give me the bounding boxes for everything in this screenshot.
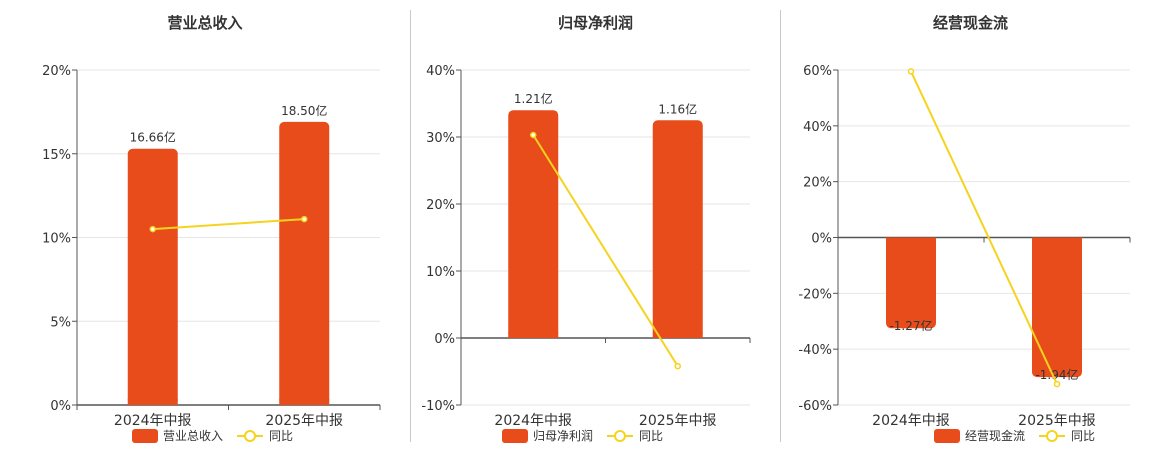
- x-tick-label: 2025年中报: [265, 413, 343, 429]
- bar-data-label: 18.50亿: [281, 103, 327, 118]
- bar-data-label: 1.16亿: [658, 101, 697, 116]
- chart-title: 营业总收入: [167, 14, 243, 32]
- legend-line-label: 同比: [639, 429, 663, 443]
- chart-svg: 40% 30% 20% 10% 0% -10% 1.21亿 1.16亿 2024年中报 2025年…: [421, 64, 751, 443]
- yoy-point: [149, 225, 156, 233]
- panel-divider: [410, 10, 411, 442]
- legend-bar-swatch: [502, 429, 528, 443]
- y-tick-label: 10%: [426, 265, 455, 280]
- bar: [652, 120, 703, 338]
- bar-base: [886, 237, 936, 244]
- legend-line-marker: [614, 430, 626, 442]
- yoy-point: [674, 362, 681, 370]
- bar-data-label: 16.66亿: [130, 130, 176, 145]
- bar: [1032, 237, 1082, 378]
- panel-divider: [780, 10, 781, 442]
- chart-title: 经营现金流: [932, 14, 1008, 32]
- y-tick-label: 15%: [42, 148, 71, 163]
- y-tick-label: 10%: [42, 232, 71, 247]
- y-tick-label: -20%: [798, 287, 832, 302]
- y-tick-label: 30%: [426, 131, 455, 146]
- yoy-point: [530, 131, 537, 139]
- legend-line-marker: [244, 430, 256, 442]
- legend-bar-label: 归母净利润: [533, 429, 593, 443]
- bar-data-label: -1.94亿: [1035, 367, 1078, 382]
- bar: [886, 237, 936, 329]
- legend-line-marker: [1046, 430, 1058, 442]
- x-tick-label: 2024年中报: [494, 413, 572, 429]
- yoy-point: [301, 215, 308, 223]
- bar-base: [279, 399, 330, 405]
- yoy-line: [152, 218, 305, 231]
- y-tick-label: 60%: [803, 64, 832, 79]
- x-tick-label: 2025年中报: [1018, 413, 1096, 429]
- legend-line-label: 同比: [1071, 429, 1095, 443]
- yoy-point: [1053, 380, 1061, 388]
- y-tick-label: 20%: [42, 64, 71, 79]
- y-tick-label: -60%: [798, 399, 832, 414]
- bar-data-label: 1.21亿: [514, 91, 553, 106]
- y-tick-label: -40%: [798, 343, 832, 358]
- legend-line-label: 同比: [269, 429, 293, 443]
- legend-bar-label: 经营现金流: [965, 428, 1025, 443]
- bar-base: [1032, 237, 1082, 244]
- y-tick-label: 0%: [434, 332, 455, 347]
- x-tick-label: 2024年中报: [872, 413, 950, 429]
- chart-panel-revenue: 营业总收入 20% 15% 10% 5% 0% 16.66亿 18.50亿 2024年中报 20…: [0, 0, 410, 450]
- chart-title: 归母净利润: [557, 14, 633, 32]
- y-tick-label: 0%: [50, 399, 71, 414]
- yoy-line: [910, 70, 1058, 385]
- yoy-point: [907, 68, 915, 75]
- bar-data-label: -1.27亿: [889, 318, 932, 333]
- y-tick-label: 20%: [426, 198, 455, 213]
- y-tick-label: 5%: [50, 315, 71, 330]
- chart-svg: 20% 15% 10% 5% 0% 16.66亿 18.50亿 2024年中报 2025年中报营…: [42, 64, 381, 443]
- y-tick-label: 20%: [803, 176, 832, 191]
- y-tick-label: 40%: [426, 64, 455, 79]
- bar-base: [508, 332, 559, 338]
- legend-bar-swatch: [132, 429, 158, 443]
- yoy-line: [532, 134, 679, 367]
- chart-panel-cash-flow: 经营现金流 60% 40% 20% 0% -20% -40% -60% -1.27亿 -1.94…: [781, 0, 1160, 450]
- x-tick-label: 2024年中报: [114, 413, 192, 429]
- legend-bar-label: 营业总收入: [163, 429, 223, 443]
- legend-bar-swatch: [934, 429, 960, 443]
- y-tick-label: 40%: [803, 120, 832, 135]
- chart-panel-net-profit: 归母净利润 40% 30% 20% 10% 0% -10% 1.21亿 1.16亿 2024年中…: [411, 0, 780, 450]
- bar-base: [127, 399, 178, 405]
- x-tick-label: 2025年中报: [639, 413, 717, 429]
- y-tick-label: 0%: [811, 232, 832, 247]
- y-tick-label: -10%: [421, 399, 455, 414]
- bar-base: [652, 332, 703, 338]
- bar: [508, 110, 559, 338]
- bar: [279, 121, 330, 406]
- chart-svg: 60% 40% 20% 0% -20% -40% -60% -1.27亿 -1.94亿 2024年…: [798, 64, 1131, 443]
- bar: [127, 148, 178, 405]
